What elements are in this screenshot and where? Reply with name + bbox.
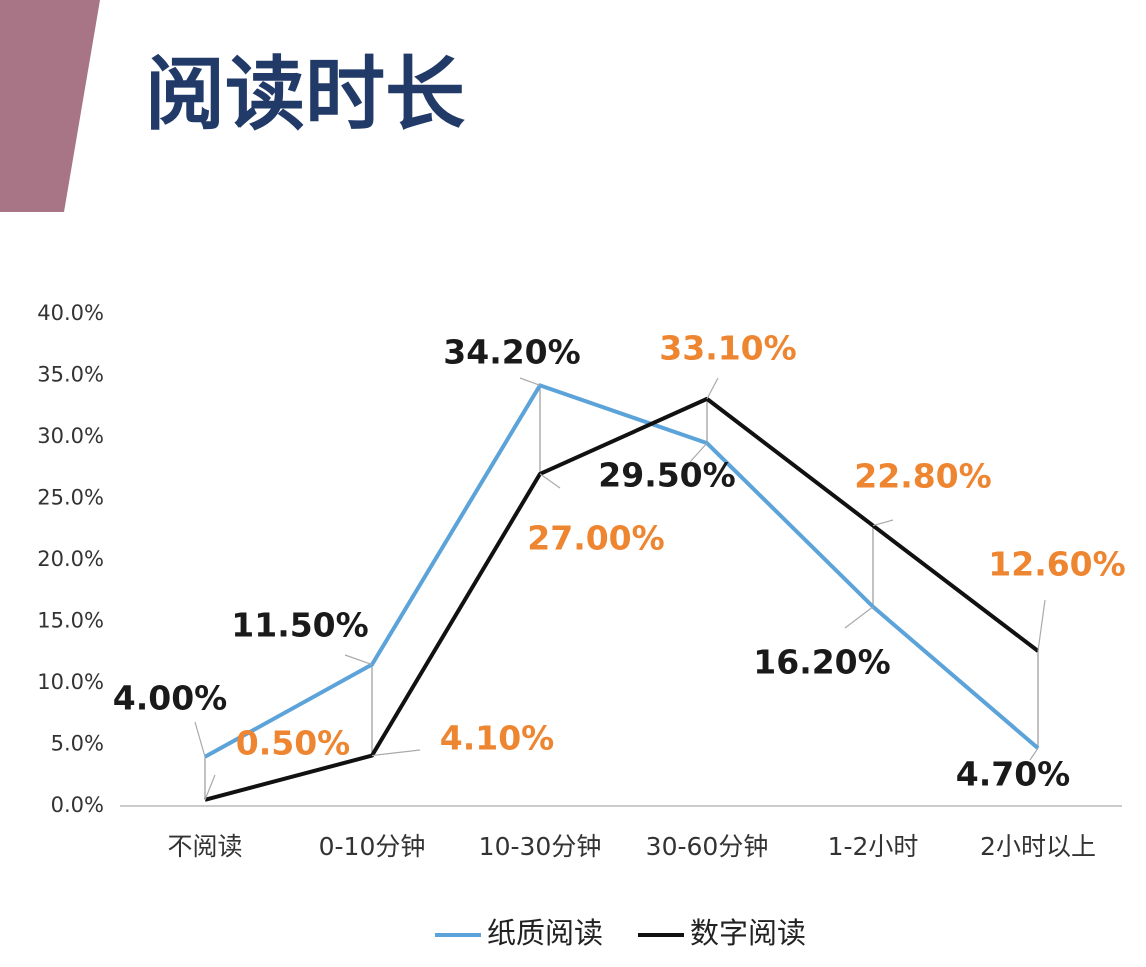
data-label: 4.00% — [113, 679, 228, 718]
data-label: 4.70% — [956, 755, 1071, 794]
legend-label: 数字阅读 — [690, 916, 806, 950]
leader-line — [872, 519, 894, 527]
leader-line — [344, 654, 373, 666]
y-tick-label: 35.0% — [37, 363, 104, 387]
leader-line — [844, 606, 874, 629]
leader-line — [1037, 599, 1046, 652]
data-label: 16.20% — [753, 643, 890, 682]
y-tick-label: 25.0% — [37, 486, 104, 510]
y-tick-label: 20.0% — [37, 547, 104, 571]
y-tick-label: 10.0% — [37, 670, 104, 694]
x-tick-label: 不阅读 — [167, 832, 242, 861]
x-tick-label: 0-10分钟 — [319, 832, 426, 861]
series-line — [204, 383, 1040, 759]
y-tick-label: 0.0% — [51, 793, 104, 817]
data-label: 0.50% — [236, 724, 351, 763]
leader-line — [519, 377, 541, 386]
leader-line — [1029, 747, 1039, 761]
legend-label: 纸质阅读 — [487, 916, 603, 950]
data-label: 22.80% — [854, 457, 991, 496]
chart: 0.0% 5.0% 10.0% 15.0% 20.0% 25.0% 30.0% 35.0% 40… — [37, 301, 1125, 950]
x-tick-label: 1-2小时 — [828, 832, 919, 861]
data-label: 11.50% — [231, 606, 368, 645]
data-label: 34.20% — [443, 333, 580, 372]
x-tick-label: 10-30分钟 — [479, 832, 602, 861]
y-tick-label: 15.0% — [37, 609, 104, 633]
y-tick-label: 40.0% — [37, 301, 104, 325]
x-tick-label: 30-60分钟 — [646, 832, 769, 861]
data-label: 33.10% — [659, 329, 796, 368]
y-tick-label: 5.0% — [51, 732, 104, 756]
data-label: 27.00% — [527, 519, 664, 558]
data-label: 12.60% — [988, 545, 1125, 584]
leader-line — [194, 721, 206, 757]
leader-line — [204, 774, 216, 801]
leader-line — [539, 473, 561, 489]
y-tick-label: 30.0% — [37, 424, 104, 448]
data-label: 29.50% — [598, 456, 735, 495]
page-title: 阅读时长 — [145, 48, 465, 141]
leader-line — [689, 442, 708, 463]
decor-band — [0, 0, 100, 212]
series-line — [204, 396, 1040, 802]
leader-line — [371, 749, 421, 757]
leader-line — [706, 377, 719, 400]
x-tick-label: 2小时以上 — [980, 832, 1096, 861]
data-label: 4.10% — [440, 719, 555, 758]
